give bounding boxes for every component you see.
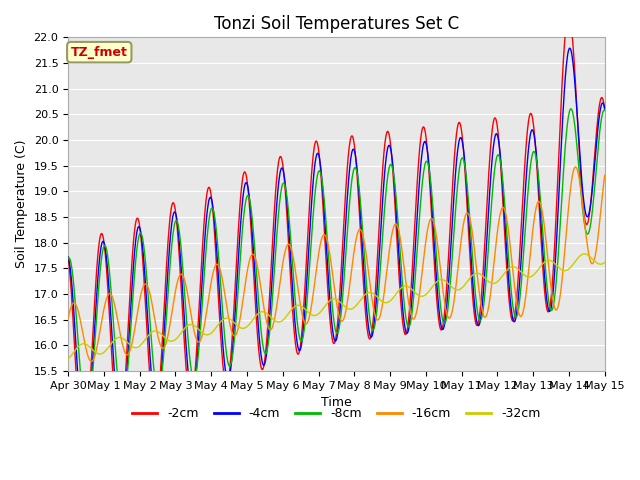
Title: Tonzi Soil Temperatures Set C: Tonzi Soil Temperatures Set C: [214, 15, 459, 33]
Text: TZ_fmet: TZ_fmet: [71, 46, 128, 59]
Legend: -2cm, -4cm, -8cm, -16cm, -32cm: -2cm, -4cm, -8cm, -16cm, -32cm: [127, 402, 546, 425]
X-axis label: Time: Time: [321, 396, 352, 409]
Y-axis label: Soil Temperature (C): Soil Temperature (C): [15, 140, 28, 268]
